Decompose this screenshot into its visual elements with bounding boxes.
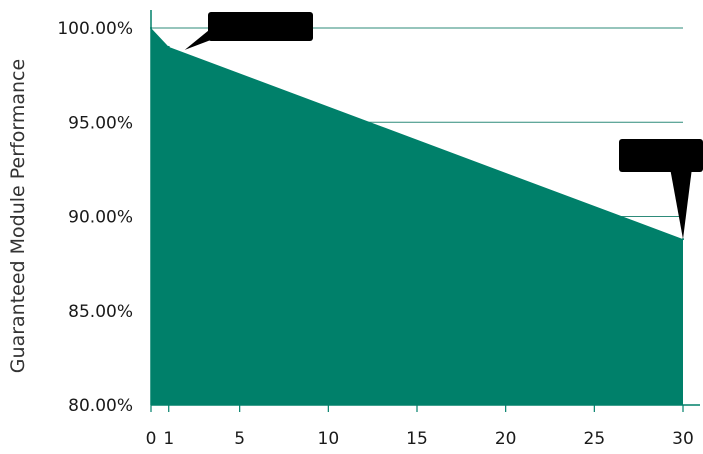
y-tick-label: 95.00% <box>68 113 133 133</box>
callout-box-1 <box>208 12 313 41</box>
y-axis-label: Guaranteed Module Performance <box>7 59 29 373</box>
y-tick-label: 80.00% <box>68 396 133 416</box>
x-tick-label: 15 <box>406 429 428 449</box>
x-tick-label: 5 <box>234 429 245 449</box>
y-tick-labels: 80.00% 85.00% 90.00% 95.00% 100.00% <box>57 19 133 416</box>
axes <box>150 10 700 412</box>
x-tick-label: 30 <box>672 429 694 449</box>
x-tick-labels: 0 1 5 10 15 20 25 30 <box>146 429 694 449</box>
y-tick-label: 85.00% <box>68 302 133 322</box>
callout-pointer-2 <box>670 168 692 240</box>
callout-box-2 <box>619 139 703 172</box>
x-tick-label: 0 <box>146 429 157 449</box>
area-series <box>150 27 684 405</box>
performance-area <box>151 28 683 405</box>
y-tick-label: 90.00% <box>68 208 133 228</box>
x-tick-label: 20 <box>495 429 517 449</box>
callouts <box>184 12 703 240</box>
data-point-1 <box>167 45 170 48</box>
y-tick-label: 100.00% <box>57 19 133 39</box>
x-tick-label: 1 <box>163 429 174 449</box>
x-tick-label: 25 <box>584 429 606 449</box>
x-tick-label: 10 <box>318 429 340 449</box>
